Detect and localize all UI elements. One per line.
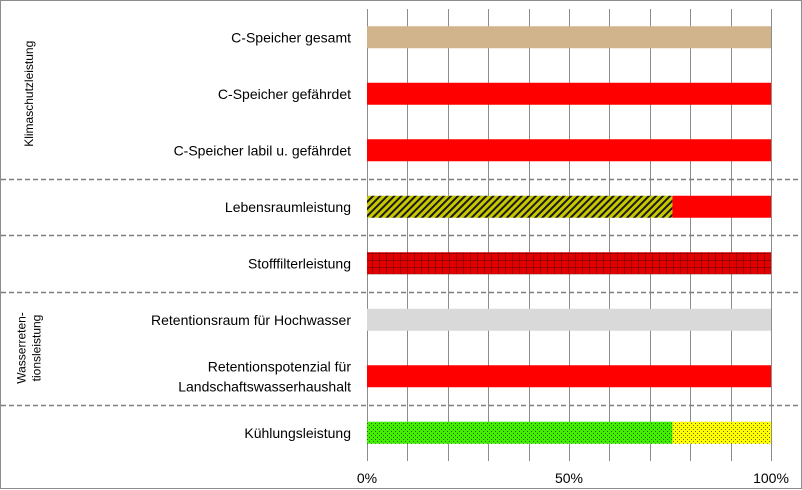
group-labels: Klimaschutzleistung Wasserreten-tionsleis… <box>15 41 44 384</box>
category-label: Stofffilterleistung <box>248 255 351 271</box>
bar-segment-6-1 <box>367 308 771 331</box>
category-label: Retentionspotenzial für <box>208 358 352 374</box>
bar-segment-7-1 <box>367 365 771 388</box>
category-label: C-Speicher labil u. gefährdet <box>174 142 352 158</box>
group-label: Klimaschutzleistung <box>22 41 36 147</box>
bars <box>367 26 771 444</box>
x-tick-label: 0% <box>357 470 377 486</box>
category-label: Retentionsraum für Hochwasser <box>151 312 351 328</box>
bar-segment-4-2 <box>672 195 771 218</box>
x-tick-label: 50% <box>555 470 583 486</box>
category-label: C-Speicher gesamt <box>231 29 351 45</box>
group-separators <box>1 178 801 407</box>
category-label: Landschaftswasserhaushalt <box>178 378 351 394</box>
category-label: Lebensraumleistung <box>225 199 351 215</box>
group-label: Wasserreten- <box>15 312 29 384</box>
bar-segment-8-2 <box>672 421 771 444</box>
bar-segment-3-1 <box>367 139 771 162</box>
bar-segment-2-1 <box>367 82 771 105</box>
category-label: Kühlungsleistung <box>244 425 351 441</box>
category-label: C-Speicher gefährdet <box>218 86 351 102</box>
bar-segment-5-1 <box>367 252 771 275</box>
bar-segment-8-1 <box>367 421 673 444</box>
bar-segment-1-1 <box>367 26 771 49</box>
bar-segment-4-1 <box>367 195 673 218</box>
x-axis-ticks: 0% 50% 100% <box>357 470 789 486</box>
group-label: tionsleistung <box>30 315 44 382</box>
x-tick-label: 100% <box>753 470 789 486</box>
category-labels: C-Speicher gesamt C-Speicher gefährdet C-S… <box>151 29 351 441</box>
